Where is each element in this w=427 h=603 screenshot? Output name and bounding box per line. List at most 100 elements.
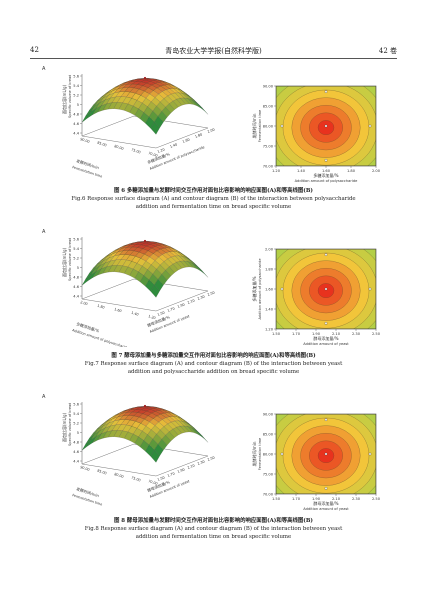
x-tick-label: 1.70	[292, 332, 301, 336]
axis1-tick-label: 75.00	[131, 476, 141, 483]
peak-point	[143, 239, 147, 243]
design-point	[280, 452, 284, 456]
y-tick-label: 2.00	[265, 247, 274, 251]
z-axis-label-en: Specific volume of bread	[68, 75, 72, 118]
panel-label-a: A	[42, 394, 46, 400]
figure-content: 5.6 5.4 5.2 5 4.8 4.6 4.4 A 面包比容(mL/g) Specific v…	[42, 229, 406, 347]
contour-plot: B面包比容(mL/g)Specific volume of bread2.001…	[246, 229, 406, 347]
surface-facet	[198, 432, 209, 443]
x-tick-label: 1.60	[322, 169, 331, 173]
contour-band	[317, 120, 335, 135]
contour-mask	[246, 66, 406, 184]
surface-facet	[81, 111, 92, 123]
figure-content: 5.6 5.4 5.2 5 4.8 4.6 4.4 A 面包比容(mL/g) Specific v…	[42, 394, 406, 512]
surface-floor	[81, 278, 209, 312]
axis1-label-en: Addition amount of polysaccharide	[72, 328, 129, 347]
x-tick-label: 2.10	[332, 332, 341, 336]
z-tick-label: 4.4	[73, 294, 79, 298]
axis1-tick-label: 1.20	[148, 314, 156, 320]
design-point	[368, 124, 372, 128]
y-tick-label: 70.00	[263, 164, 274, 168]
surface-facet	[198, 267, 209, 278]
x-tick-label: 2.10	[332, 497, 341, 501]
axis1-tick-label: 80.00	[114, 472, 124, 479]
x-axis-label-zh: 酵母添加量/%	[313, 500, 338, 506]
axis2-tick-label: 2.50	[207, 290, 216, 297]
z-tick-label: 5.6	[73, 237, 79, 241]
design-point	[324, 124, 328, 128]
surface-facet	[198, 104, 209, 115]
axis2-tick-label: 2.10	[187, 463, 196, 470]
y-axis-label-en: Fermentation time	[258, 110, 262, 142]
z-tick-label: 4.6	[73, 285, 79, 289]
z-tick-label: 4.8	[73, 440, 79, 444]
x-tick-label: 1.90	[312, 497, 321, 501]
y-tick-label: 1.60	[265, 287, 274, 291]
axis1-tick-label: 90.00	[80, 465, 90, 472]
x-tick-label: 1.70	[292, 497, 301, 501]
axis2-tick-label: 1.90	[177, 467, 186, 474]
surface-facet	[195, 101, 205, 111]
journal-title: 青岛农业大学学报(自然科学版)	[165, 47, 262, 55]
peak-point	[143, 404, 147, 408]
design-point	[368, 452, 372, 456]
contour-band	[317, 448, 335, 463]
y-tick-label: 80.00	[263, 124, 274, 128]
z-tick-label: 4.4	[73, 459, 79, 463]
axis2-tick-label: 1.20	[157, 147, 166, 154]
figure-graphic: 5.6 5.4 5.2 5 4.8 4.6 4.4 A 面包比容(mL/g) Specific v…	[42, 229, 406, 347]
figure-7: 5.6 5.4 5.2 5 4.8 4.6 4.4 A 面包比容(mL/g) Specific v…	[0, 229, 427, 347]
caption-zh: 图 8 酵母添加量与发酵时间交互作用对面包比容影响的响应面图(A)和等高线图(B…	[114, 518, 313, 524]
z-tick-label: 5	[77, 266, 79, 270]
surface-facet	[81, 439, 92, 451]
figure-graphic: 5.6 5.4 5.2 5 4.8 4.6 4.4 A 面包比容(mL/g) Specific v…	[42, 394, 406, 512]
y-tick-label: 75.00	[263, 472, 274, 476]
design-point	[324, 452, 328, 456]
y-tick-label: 1.20	[265, 327, 274, 331]
y-tick-label: 85.00	[263, 432, 274, 436]
caption-en-line1: Fig.6 Response surface diagram (A) and c…	[71, 196, 356, 202]
axis2-tick-label: 1.50	[157, 475, 166, 482]
peak-point	[143, 76, 147, 80]
design-point	[280, 124, 284, 128]
axis2-tick-label: 2.00	[207, 127, 216, 134]
axis2-tick-label: 2.30	[197, 294, 206, 301]
surface-floor	[81, 443, 209, 477]
y-tick-label: 80.00	[263, 452, 274, 456]
design-point	[324, 253, 328, 256]
panel-label-a: A	[42, 229, 46, 235]
design-point	[324, 159, 328, 162]
axis2-tick-label: 1.60	[182, 137, 191, 144]
axis1-tick-label: 1.40	[131, 311, 139, 317]
design-point	[324, 418, 328, 421]
figure-content: 5.6 5.4 5.2 5 4.8 4.6 4.4 A 面包比容(mL/g) Specific v…	[42, 66, 406, 184]
y-axis-label-zh: 发酵时间/min	[251, 441, 257, 466]
axis1-tick-label: 2.00	[80, 300, 88, 306]
surface-facet	[195, 264, 205, 274]
z-tick-label: 5.6	[73, 402, 79, 406]
contour-plot: B面包比容(mL/g)Specific volume of bread90.00…	[246, 66, 406, 184]
surface-facet	[81, 274, 92, 286]
x-tick-label: 2.50	[372, 497, 381, 501]
x-tick-label: 1.20	[272, 169, 281, 173]
caption-en-line1: Fig.7 Response surface diagram (A) and c…	[84, 361, 343, 367]
design-point	[324, 90, 328, 93]
figure-8: 5.6 5.4 5.2 5 4.8 4.6 4.4 A 面包比容(mL/g) Specific v…	[0, 394, 427, 512]
y-tick-label: 1.40	[265, 307, 274, 311]
axis2-tick-label: 1.90	[177, 302, 186, 309]
axis1-tick-label: 85.00	[97, 141, 107, 148]
page-number: 42	[30, 46, 39, 54]
x-tick-label: 2.30	[352, 332, 361, 336]
x-axis-label-zh: 酵母添加量/%	[313, 335, 338, 341]
y-tick-label: 85.00	[263, 104, 274, 108]
z-tick-label: 5.2	[73, 93, 79, 97]
axis2-tick-label: 2.50	[207, 455, 216, 462]
y-axis-label-en: Addition amount of polysaccharide	[258, 258, 262, 319]
z-tick-label: 4.6	[73, 122, 79, 126]
z-axis-label-zh: 面包比容(mL/g)	[61, 247, 67, 277]
z-tick-label: 5.4	[73, 84, 79, 88]
caption-en-line2: addition and polysaccharide addition on …	[127, 369, 300, 375]
panel-label-a: A	[42, 66, 46, 72]
z-tick-label: 5.6	[73, 74, 79, 78]
axis2-tick-label: 1.40	[169, 142, 178, 149]
